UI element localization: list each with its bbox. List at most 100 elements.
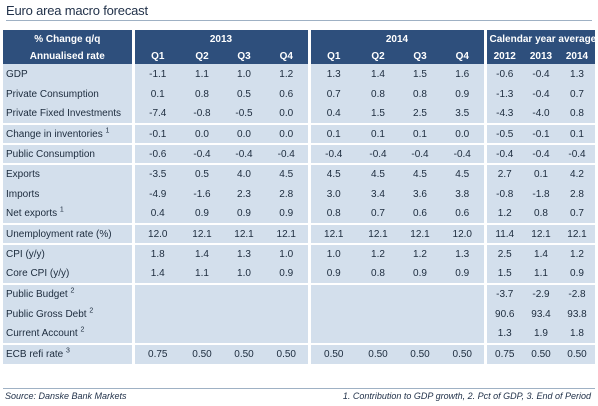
table-cell: 90.6 [485,304,523,324]
footnotes: 1. Contribution to GDP growth, 2. Pct of… [342,391,591,401]
table-cell: 12.1 [265,223,311,244]
table-cell: 1.1 [181,264,223,284]
table-cell: 0.7 [357,204,399,224]
row-label: Private Consumption [3,84,135,104]
row-label: Private Fixed Investments [3,104,135,124]
table-cell: -1.6 [181,184,223,204]
table-cell [357,304,399,324]
table-cell: 0.8 [357,84,399,104]
table-row: Unemployment rate (%) 12.0 12.1 12.1 12.1 12.… [3,223,595,244]
subheader-2013-q4: Q4 [265,49,311,64]
table-cell: 0.7 [309,84,357,104]
table-cell [181,304,223,324]
table-cell: 12.1 [357,223,399,244]
table-cell: 2.3 [223,184,265,204]
table-cell: 1.0 [223,264,265,284]
subheader-2014-q4: Q4 [441,49,487,64]
table-title: Euro area macro forecast [6,3,592,21]
table-cell: 1.2 [559,243,595,264]
table-cell [399,304,441,324]
table-cell: 2.5 [485,243,523,264]
row-label-text: ECB refi rate [6,349,64,360]
table-cell: -2.9 [523,283,559,304]
row-label-text: Private Consumption [6,88,99,100]
table-cell: 1.2 [265,64,311,84]
row-label-text: Private Fixed Investments [6,108,122,119]
table-cell: 0.5 [223,84,265,104]
table-cell: 0.0 [265,123,311,144]
table-cell: 0.50 [357,343,399,364]
table-cell: 93.8 [559,304,595,324]
table-row: GDP -1.1 1.1 1.0 1.2 1.3 1.4 1.5 1.6 -0.6 -0.4 1.3 [3,64,595,84]
table-cell: 0.1 [523,163,559,184]
table-cell: 0.9 [265,264,311,284]
table-cell: -0.4 [181,143,223,164]
table-cell: 0.0 [441,123,487,144]
table-cell: -2.8 [559,283,595,304]
macro-forecast-table: % Change q/q 2013 2014 Calendar year ave… [3,30,595,364]
table-cell: 0.4 [133,204,181,224]
table-cell: 4.0 [223,163,265,184]
table-cell: 1.5 [485,264,523,284]
table-cell: 1.0 [309,243,357,264]
footnote-marker: 2 [80,326,85,334]
table-cell: 1.3 [223,243,265,264]
table-cell: -4.9 [133,184,181,204]
table-cell: 0.1 [309,123,357,144]
row-label-text: CPI (y/y) [6,249,45,260]
table-cell [265,324,311,344]
table-cell: 93.4 [523,304,559,324]
table-cell: 0.1 [399,123,441,144]
row-label-text: GDP [6,68,28,80]
table-cell: 1.3 [485,324,523,344]
table-cell: 12.1 [309,223,357,244]
table-cell: 0.8 [181,84,223,104]
table-cell: 0.9 [441,264,487,284]
table-cell: 0.9 [559,264,595,284]
table-cell [309,324,357,344]
table-cell: 12.1 [223,223,265,244]
table-cell: -0.5 [223,104,265,124]
table-cell: 0.50 [309,343,357,364]
table-cell [223,324,265,344]
table-cell: 0.7 [559,204,595,224]
table-cell: -0.4 [559,143,595,164]
subheader-2014-q3: Q3 [399,49,441,64]
table-cell: 4.5 [265,163,311,184]
row-label-text: Exports [6,169,40,180]
table-cell: -0.6 [133,143,181,164]
row-label: GDP [3,64,135,84]
table-cell: -0.4 [523,143,559,164]
footnote-marker: 2 [70,287,75,295]
table-cell: 3.4 [357,184,399,204]
table-cell: 0.1 [559,123,595,144]
table-cell: 0.75 [133,343,181,364]
table-cell: 0.9 [309,264,357,284]
row-label: Public Budget 2 [3,283,135,304]
table-cell: 0.5 [181,163,223,184]
table-cell: 1.6 [441,64,487,84]
table-cell: 4.5 [309,163,357,184]
table-cell: -0.4 [265,143,311,164]
table-cell: 2.8 [265,184,311,204]
table-cell: 0.50 [223,343,265,364]
table-cell [441,324,487,344]
table-cell: 12.1 [523,223,559,244]
table-cell: 12.1 [181,223,223,244]
table-cell: -0.4 [309,143,357,164]
subheader-2014-q2: Q2 [357,49,399,64]
table-row: Current Account 2 1.3 1.9 1.8 [3,324,595,344]
table-cell: -0.1 [523,123,559,144]
subheader-2013-q3: Q3 [223,49,265,64]
table-cell: 0.0 [265,104,311,124]
table-cell: 0.50 [441,343,487,364]
subheader-cal-2012: 2012 [485,49,523,64]
table-cell: 0.75 [485,343,523,364]
row-label-text: Imports [6,188,40,200]
table-cell: 0.1 [357,123,399,144]
table-cell: 0.6 [441,204,487,224]
table-row: Exports -3.5 0.5 4.0 4.5 4.5 4.5 4.5 4.5 2.7 0.1 4.… [3,163,595,184]
col-label-line1: % Change q/q [3,30,135,49]
table-cell: 0.4 [309,104,357,124]
row-label: Public Gross Debt 2 [3,304,135,324]
